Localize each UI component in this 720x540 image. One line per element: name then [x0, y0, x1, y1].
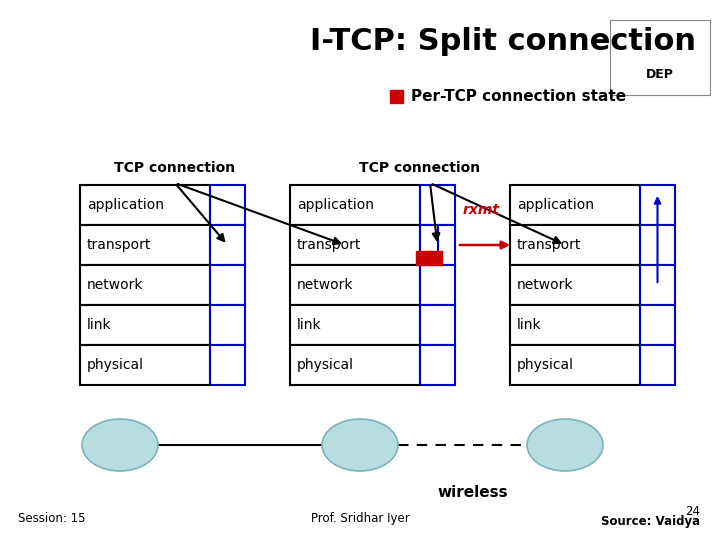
- Bar: [640, 225, 675, 265]
- Bar: [80, 185, 210, 225]
- Text: transport: transport: [297, 238, 361, 252]
- Text: I-TCP: Split connection: I-TCP: Split connection: [310, 28, 696, 57]
- Bar: [640, 185, 675, 225]
- Bar: [80, 265, 210, 305]
- Bar: [420, 185, 455, 225]
- Bar: [210, 225, 245, 265]
- Text: link: link: [517, 318, 541, 332]
- Bar: [510, 265, 640, 305]
- Bar: [290, 265, 420, 305]
- Bar: [640, 305, 675, 345]
- Bar: [640, 265, 675, 305]
- Bar: [640, 345, 675, 385]
- Text: network: network: [297, 278, 354, 292]
- Text: TCP connection: TCP connection: [114, 161, 235, 175]
- Bar: [80, 225, 210, 265]
- Ellipse shape: [82, 419, 158, 471]
- Bar: [290, 225, 420, 265]
- Bar: [420, 305, 455, 345]
- Bar: [610, 20, 710, 95]
- Text: Prof. Sridhar Iyer: Prof. Sridhar Iyer: [310, 512, 410, 525]
- Text: DEP: DEP: [646, 68, 674, 80]
- Bar: [210, 185, 245, 225]
- Bar: [290, 185, 420, 225]
- Bar: [420, 225, 455, 265]
- Text: physical: physical: [517, 358, 574, 372]
- Bar: [210, 265, 245, 305]
- Bar: [420, 265, 455, 305]
- Text: wireless: wireless: [437, 485, 508, 500]
- Text: rxmt: rxmt: [463, 203, 500, 217]
- Text: transport: transport: [87, 238, 151, 252]
- Text: physical: physical: [87, 358, 144, 372]
- Text: application: application: [87, 198, 164, 212]
- Text: Per-TCP connection state: Per-TCP connection state: [411, 89, 626, 104]
- Bar: [80, 305, 210, 345]
- Text: TCP connection: TCP connection: [359, 161, 480, 175]
- Bar: [428, 251, 442, 265]
- Text: Source: Vaidya: Source: Vaidya: [601, 515, 700, 528]
- Bar: [390, 90, 403, 103]
- Bar: [510, 305, 640, 345]
- Text: transport: transport: [517, 238, 581, 252]
- Text: application: application: [517, 198, 594, 212]
- Bar: [510, 345, 640, 385]
- Bar: [290, 345, 420, 385]
- Text: link: link: [297, 318, 322, 332]
- Bar: [210, 305, 245, 345]
- Ellipse shape: [322, 419, 398, 471]
- Bar: [80, 345, 210, 385]
- Text: physical: physical: [297, 358, 354, 372]
- Ellipse shape: [527, 419, 603, 471]
- Bar: [416, 251, 430, 265]
- Text: link: link: [87, 318, 112, 332]
- Bar: [420, 345, 455, 385]
- Text: Session: 15: Session: 15: [18, 512, 86, 525]
- Text: network: network: [87, 278, 143, 292]
- Bar: [290, 305, 420, 345]
- Bar: [210, 345, 245, 385]
- Text: application: application: [297, 198, 374, 212]
- Text: network: network: [517, 278, 574, 292]
- Bar: [510, 225, 640, 265]
- Text: 24: 24: [685, 505, 700, 518]
- Bar: [510, 185, 640, 225]
